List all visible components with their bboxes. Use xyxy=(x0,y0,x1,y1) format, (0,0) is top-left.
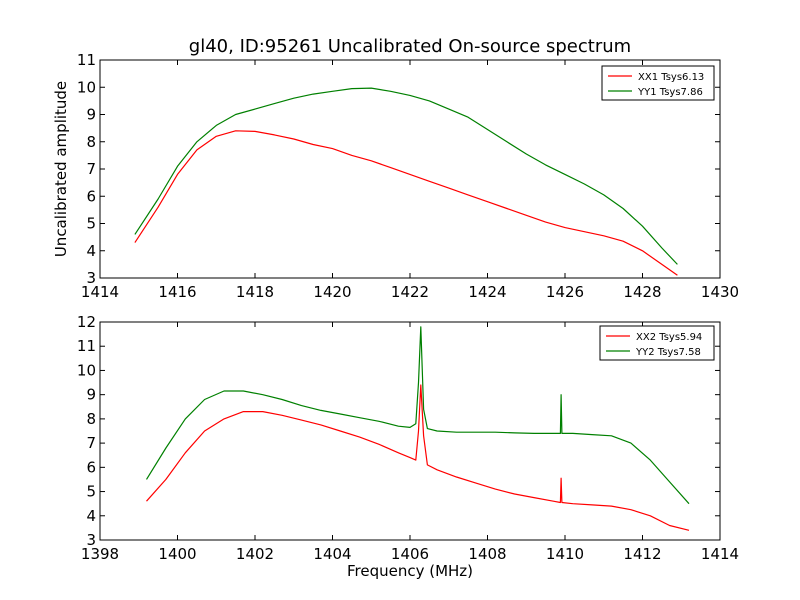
x-tick-label: 1402 xyxy=(236,545,274,563)
series-line-yy2 xyxy=(145,326,690,505)
legend: XX1 Tsys6.13 YY1 Tsys7.86 xyxy=(601,65,715,101)
legend-box xyxy=(601,65,715,101)
x-tick-label: 1426 xyxy=(546,283,584,301)
x-tick-label: 1404 xyxy=(313,545,351,563)
y-tick-label: 8 xyxy=(86,133,96,151)
x-tick-label: 1424 xyxy=(468,283,506,301)
y-tick-label: 10 xyxy=(77,361,96,379)
y-tick-label: 4 xyxy=(86,507,96,525)
legend-label: XX1 Tsys6.13 xyxy=(638,72,704,83)
x-tick-label: 1408 xyxy=(468,545,506,563)
y-tick-label: 5 xyxy=(86,215,96,233)
x-tick-label: 1416 xyxy=(158,283,196,301)
y-tick-label: 9 xyxy=(86,386,96,404)
legend-label: YY2 Tsys7.58 xyxy=(635,347,701,358)
y-tick-label: 7 xyxy=(86,160,96,178)
legend: XX2 Tsys5.94 YY2 Tsys7.58 xyxy=(599,325,715,361)
x-tick-label: 1398 xyxy=(81,545,119,563)
y-tick-label: 3 xyxy=(86,269,96,287)
x-axis-label: Frequency (MHz) xyxy=(347,562,473,580)
x-tick-label: 1414 xyxy=(81,283,119,301)
x-tick-label: 1422 xyxy=(391,283,429,301)
y-tick-label: 8 xyxy=(86,410,96,428)
y-tick-label: 7 xyxy=(86,434,96,452)
legend-label: YY1 Tsys7.86 xyxy=(637,87,703,98)
legend-box xyxy=(599,325,715,361)
y-tick-label: 6 xyxy=(86,458,96,476)
y-tick-label: 5 xyxy=(86,483,96,501)
y-tick-label: 11 xyxy=(77,337,96,355)
legend-label: XX2 Tsys5.94 xyxy=(636,332,702,343)
y-tick-label: 10 xyxy=(77,78,96,96)
y-tick-label: 9 xyxy=(86,106,96,124)
x-tick-label: 1400 xyxy=(158,545,196,563)
chart-panel-1: 1414 1416 1418 1420 1422 1424 1426 1428 1430 3 4 5 6… xyxy=(52,36,739,301)
x-tick-label: 1428 xyxy=(623,283,661,301)
series-line-xx2 xyxy=(146,384,690,531)
y-tick-label: 11 xyxy=(77,51,96,69)
x-tick-label: 1410 xyxy=(546,545,584,563)
x-tick-label: 1430 xyxy=(701,283,739,301)
y-axis-label: Uncalibrated amplitude xyxy=(52,81,70,257)
y-tick-label: 3 xyxy=(86,531,96,549)
x-tick-label: 1406 xyxy=(391,545,429,563)
chart-panel-2: 1398 1400 1402 1404 1406 1408 1410 1412 1414 3 4 5 6… xyxy=(77,313,739,580)
x-tick-label: 1412 xyxy=(623,545,661,563)
chart-title: gl40, ID:95261 Uncalibrated On-source sp… xyxy=(189,36,631,57)
x-tick-label: 1420 xyxy=(313,283,351,301)
x-tick-label: 1418 xyxy=(236,283,274,301)
series-line-yy1 xyxy=(134,87,678,265)
y-tick-label: 12 xyxy=(77,313,96,331)
y-tick-label: 4 xyxy=(86,242,96,260)
y-tick-label: 6 xyxy=(86,187,96,205)
x-tick-label: 1414 xyxy=(701,545,739,563)
series-line-xx1 xyxy=(134,130,678,276)
